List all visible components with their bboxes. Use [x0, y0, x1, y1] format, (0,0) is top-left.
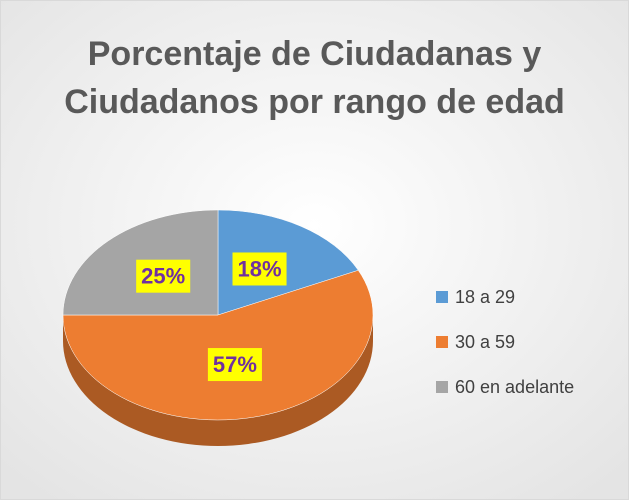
data-label: 57%: [213, 352, 257, 377]
legend-label: 30 a 59: [455, 332, 515, 352]
legend-label: 18 a 29: [455, 287, 515, 307]
slice: [62, 269, 374, 421]
data-label-background: [136, 259, 191, 293]
slice: [217, 209, 359, 316]
data-label-background: [232, 252, 287, 286]
data-label: 25%: [141, 264, 185, 289]
data-label: 18%: [238, 256, 282, 281]
legend-label: 60 en adelante: [455, 377, 574, 397]
legend-swatch: [436, 381, 448, 393]
legend-swatch: [436, 291, 448, 303]
data-label-background: [207, 348, 262, 382]
legend-swatch: [436, 336, 448, 348]
chart-title: Porcentaje de Ciudadanas y Ciudadanos po…: [64, 35, 565, 121]
slice-side: [63, 315, 373, 446]
